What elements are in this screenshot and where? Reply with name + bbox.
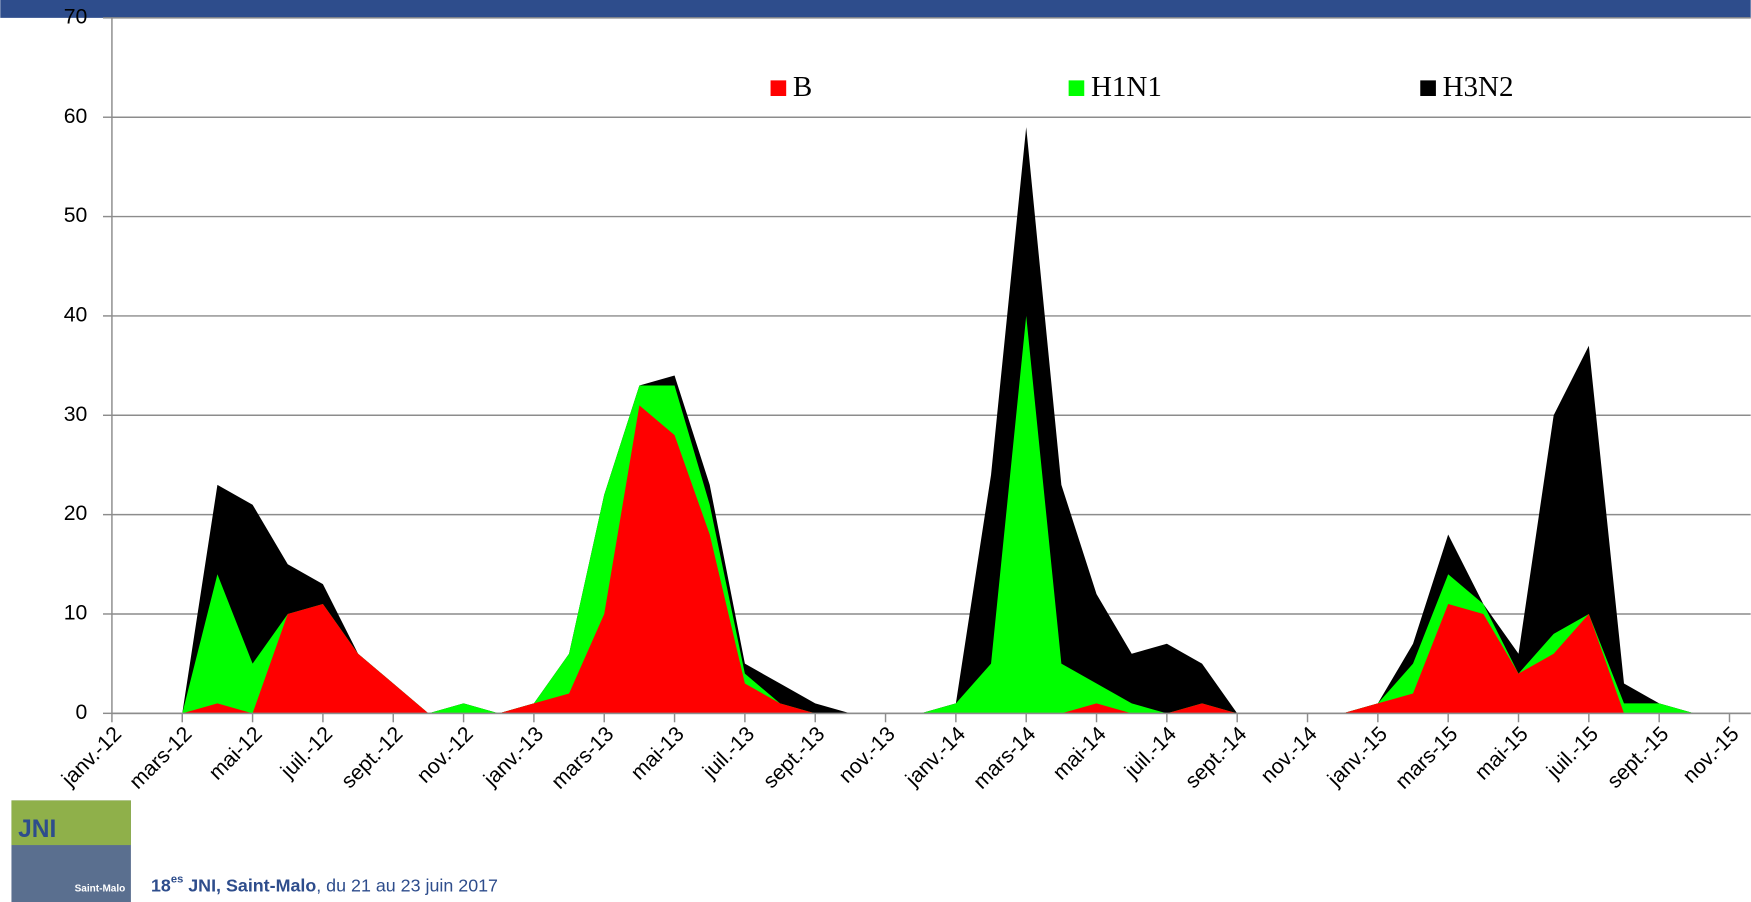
x-tick-label: mars-14	[969, 722, 1040, 793]
legend-swatch	[1420, 80, 1436, 97]
x-tick-label: sept.-15	[1603, 722, 1673, 792]
y-tick-label: 40	[64, 304, 88, 327]
x-tick-label: mai-13	[627, 722, 689, 784]
x-tick-label: janv.-15	[1323, 722, 1392, 791]
x-tick-label: mai-14	[1049, 722, 1111, 784]
y-tick-label: 60	[64, 105, 88, 128]
y-tick-label: 0	[76, 701, 88, 724]
x-tick-label: nov.-15	[1679, 722, 1744, 787]
y-tick-label: 10	[64, 602, 88, 625]
legend-label: H1N1	[1091, 71, 1162, 103]
x-tick-label: janv.-12	[57, 722, 126, 791]
edition: 18	[151, 875, 171, 895]
x-tick-label: mars-12	[125, 722, 196, 793]
logo-top	[11, 800, 131, 846]
x-tick-label: juil.-15	[1542, 722, 1603, 783]
edition-suffix: es	[171, 874, 183, 886]
legend-swatch	[770, 80, 787, 97]
x-tick-label: mars-15	[1391, 722, 1462, 793]
x-tick-label: janv.-14	[901, 722, 970, 791]
y-tick-label: 70	[64, 5, 88, 28]
footer-text: 18es JNI, Saint-Malo, du 21 au 23 juin 2…	[151, 874, 498, 895]
x-tick-label: nov.-12	[413, 722, 478, 787]
logo-city: Saint-Malo	[75, 883, 126, 894]
footer: JNI Saint-Malo 18es JNI, Saint-Malo, du …	[11, 800, 498, 902]
y-tick-label: 20	[64, 502, 88, 525]
legend-label: H3N2	[1443, 71, 1514, 103]
y-tick-label: 30	[64, 403, 88, 426]
x-tick-label: mai-12	[205, 722, 267, 784]
x-tick-label: sept.-14	[1181, 722, 1252, 793]
x-tick-label: juil.-14	[1120, 722, 1181, 783]
x-tick-label: sept.-12	[337, 722, 407, 792]
x-tick-label: mai-15	[1471, 722, 1533, 784]
legend-label: B	[793, 71, 812, 103]
event: JNI, Saint-Malo	[183, 875, 316, 895]
x-tick-label: nov.-13	[835, 722, 900, 787]
y-tick-label: 50	[64, 204, 88, 227]
x-tick-label: sept.-13	[759, 722, 829, 792]
area	[182, 405, 1695, 714]
legend-swatch	[1068, 80, 1085, 97]
logo-text: JNI	[18, 816, 56, 843]
x-tick-label: juil.-13	[698, 722, 759, 783]
x-tick-label: mars-13	[547, 722, 618, 793]
x-tick-label: janv.-13	[479, 722, 548, 791]
x-tick-label: juil.-12	[276, 722, 337, 783]
dates: , du 21 au 23 juin 2017	[316, 875, 498, 895]
header-bar	[0, 0, 1751, 18]
x-tick-label: nov.-14	[1257, 722, 1322, 787]
